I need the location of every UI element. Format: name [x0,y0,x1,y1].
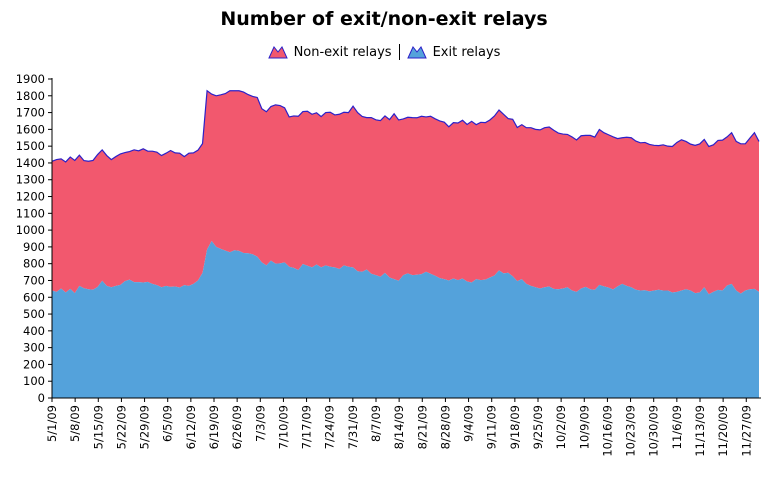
y-tick-label: 1900 [16,72,45,86]
x-tick-label: 11/6/09 [670,405,684,449]
x-tick-label: 9/18/09 [508,405,522,449]
x-tick-label: 6/12/09 [184,405,198,449]
area-exit-relays [52,241,759,398]
y-tick-label: 600 [23,290,45,304]
x-tick-label: 9/25/09 [531,405,545,449]
y-tick-label: 1600 [16,122,45,136]
x-tick-label: 6/19/09 [207,405,221,449]
x-axis-ticks: 5/1/09 5/8/09 5/15/09 5/22/09 5/29/09 6/5/09 6… [45,398,753,457]
x-tick-label: 5/1/09 [45,405,59,442]
x-tick-label: 9/4/09 [462,405,476,442]
x-tick-label: 11/20/09 [716,405,730,457]
y-tick-label: 1500 [16,139,45,153]
legend-label-non-exit: Non-exit relays [293,44,392,60]
x-tick-label: 8/21/09 [415,405,429,449]
x-tick-label: 5/22/09 [114,405,128,449]
y-tick-label: 1100 [16,206,45,220]
x-tick-label: 5/8/09 [68,405,82,442]
x-tick-label: 7/24/09 [323,405,337,449]
x-tick-label: 5/29/09 [138,405,152,449]
line-total-relays [51,89,760,163]
y-tick-label: 300 [23,341,45,355]
x-tick-label: 7/10/09 [276,405,290,449]
x-tick-label: 7/17/09 [300,405,314,449]
x-tick-label: 5/15/09 [91,405,105,449]
y-tick-label: 200 [23,357,45,371]
legend-label-exit: Exit relays [432,44,501,60]
y-tick-label: 1200 [16,190,45,204]
y-tick-label: 1400 [16,156,45,170]
x-tick-label: 6/26/09 [230,405,244,449]
y-tick-label: 1700 [16,106,45,120]
axes [51,78,761,399]
x-tick-label: 11/13/09 [693,405,707,457]
x-tick-label: 10/23/09 [624,405,638,457]
series-areas [51,89,760,398]
y-tick-label: 1000 [16,223,45,237]
x-tick-label: 11/27/09 [739,405,753,457]
legend-item-non-exit: Non-exit relays [267,44,392,60]
y-tick-label: 800 [23,257,45,271]
y-tick-label: 500 [23,307,45,321]
y-tick-label: 1300 [16,173,45,187]
x-tick-label: 7/31/09 [346,405,360,449]
y-tick-label: 1800 [16,89,45,103]
x-tick-label: 8/28/09 [438,405,452,449]
x-tick-label: 6/5/09 [161,405,175,442]
x-tick-label: 10/2/09 [554,405,568,449]
x-tick-label: 10/30/09 [647,405,661,457]
y-tick-label: 100 [23,374,45,388]
legend-swatch-non-exit [267,46,288,59]
legend: Non-exit relays Exit relays [0,44,768,60]
x-tick-label: 9/11/09 [485,405,499,449]
chart-title: Number of exit/non-exit relays [220,8,548,30]
area-non-exit-relays [52,90,759,295]
y-tick-label: 0 [38,391,45,405]
legend-swatch-exit [406,46,427,59]
x-tick-label: 8/7/09 [369,405,383,442]
x-tick-label: 10/9/09 [577,405,591,449]
x-tick-label: 8/14/09 [392,405,406,449]
y-tick-label: 900 [23,240,45,254]
legend-separator [398,44,400,60]
y-axis-ticks: 0 100 200 300 400 500 600 700 800 900 1000 1100 1200… [16,72,52,405]
x-tick-label: 10/16/09 [600,405,614,457]
y-tick-label: 700 [23,273,45,287]
y-tick-label: 400 [23,324,45,338]
legend-item-exit: Exit relays [406,44,501,60]
x-tick-label: 7/3/09 [253,405,267,442]
